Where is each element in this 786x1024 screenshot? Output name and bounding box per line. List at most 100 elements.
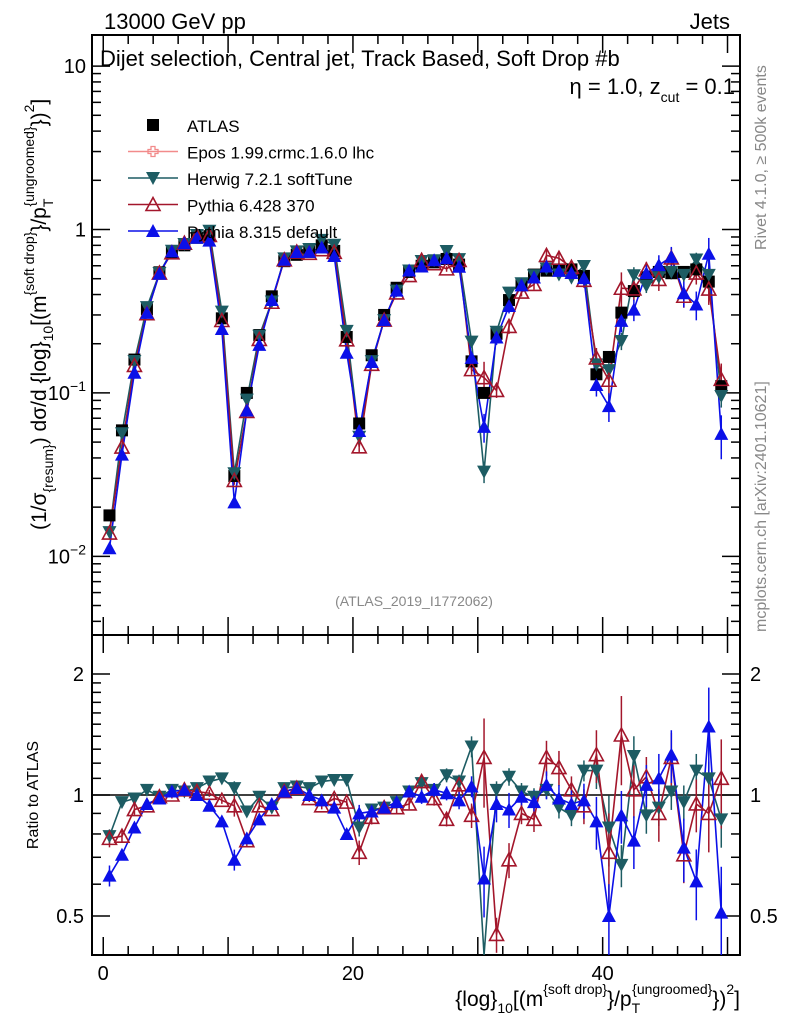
herwig-ratio-point xyxy=(352,821,367,835)
pythia-point xyxy=(225,471,243,488)
x-axis-label: {log}10[(m{soft drop}}/pT{ungroomed}})2] xyxy=(455,981,740,1016)
ratio-tick-label-left: 1 xyxy=(73,785,84,807)
herwig-point xyxy=(464,335,479,349)
herwig-ratio-point xyxy=(651,801,666,815)
pythia-ratio-point xyxy=(526,795,541,809)
pythia-point xyxy=(438,260,455,276)
pythia-point xyxy=(650,270,668,287)
pythia-point xyxy=(539,259,554,273)
pythia-ratio-point xyxy=(712,769,730,786)
pythia-ratio-point xyxy=(514,789,529,803)
herwig-ratio-point xyxy=(314,775,329,789)
pythia-point xyxy=(464,350,479,364)
pythia-point xyxy=(500,317,518,334)
pythia-point xyxy=(102,541,117,555)
ratio-y-axis-label: Ratio to ATLAS xyxy=(25,741,42,849)
pythia-ratio-point xyxy=(613,726,630,742)
pythia-point xyxy=(364,354,379,368)
pythia-ratio-point xyxy=(177,782,192,796)
pythia-point xyxy=(551,263,566,277)
ratio-panel-marks xyxy=(101,687,730,956)
watermark: (ATLAS_2019_I1772062) xyxy=(335,593,493,609)
pythia-point xyxy=(639,266,654,280)
legend-label: Herwig 7.2.1 softTune xyxy=(187,170,353,189)
pythia-ratio-point xyxy=(639,777,654,791)
herwig-point xyxy=(626,269,641,283)
pythia-ratio-line xyxy=(109,734,723,935)
pythia-point xyxy=(687,264,705,280)
plot-title-cuts: η = 1.0, zcut = 0.1 xyxy=(570,74,735,105)
pythia-point xyxy=(714,426,729,440)
pythia-point xyxy=(314,240,329,254)
herwig-ratio-point xyxy=(139,783,154,797)
pythia-ratio-point xyxy=(302,788,317,801)
pythia-point xyxy=(177,236,192,250)
header-energy: 13000 GeV pp xyxy=(104,9,246,34)
legend-label: ATLAS xyxy=(187,117,240,136)
pythia-ratio-point xyxy=(114,847,129,861)
pythia-ratio-point xyxy=(189,788,204,801)
pythia-point xyxy=(377,313,392,327)
x-tick-label: 40 xyxy=(592,963,614,985)
pythia-point xyxy=(164,244,179,258)
main-panel-marks xyxy=(101,224,730,555)
pythia-ratio-point xyxy=(252,812,267,826)
pythia-point xyxy=(427,253,442,267)
herwig-ratio-point xyxy=(227,782,242,796)
pythia-ratio-point xyxy=(113,827,131,843)
herwig-point xyxy=(127,354,142,368)
pythia-ratio-point xyxy=(152,791,167,805)
legend-marker-icon xyxy=(146,172,160,185)
herwig-point xyxy=(689,253,704,267)
legend-entry: Pythia 8.315 default xyxy=(128,223,338,242)
pythia-point xyxy=(588,349,605,365)
atlas-data-point xyxy=(103,509,116,522)
herwig-point xyxy=(639,279,654,293)
ratio-tick-label-right: 1 xyxy=(750,785,761,807)
atlas-data-point xyxy=(590,368,603,381)
ratio-tick-label-right: 2 xyxy=(750,664,761,686)
pythia-point xyxy=(700,280,718,296)
pythia-ratio-point xyxy=(400,795,418,811)
pythia-ratio-point xyxy=(126,800,143,817)
pythia-ratio-point xyxy=(327,800,342,814)
pythia-ratio-point xyxy=(427,782,442,796)
herwig-ratio-point xyxy=(589,764,604,778)
legend-entry: Epos 1.99.crmc.1.6.0 lhc xyxy=(128,144,375,163)
ratio-tick-label-left: 0.5 xyxy=(56,906,84,928)
pythia-ratio-point xyxy=(687,795,705,811)
pythia-point xyxy=(239,403,254,417)
pythia-ratio-point xyxy=(352,806,367,820)
pythia-ratio-point xyxy=(588,745,605,762)
herwig-ratio-point xyxy=(664,785,679,799)
ratio-tick-label-right: 0.5 xyxy=(750,906,778,928)
pythia-ratio-point xyxy=(377,800,392,814)
legend: ATLAS Epos 1.99.crmc.1.6.0 lhc Herwig 7.2.… xyxy=(128,117,375,242)
herwig-ratio-point xyxy=(114,796,129,810)
legend-label: Pythia 6.428 370 xyxy=(187,197,315,216)
pythia-ratio-point xyxy=(139,796,154,810)
pythia-ratio-point xyxy=(314,793,329,807)
legend-entry: ATLAS xyxy=(147,117,240,136)
legend-entry: Herwig 7.2.1 softTune xyxy=(128,170,353,189)
pythia-ratio-point xyxy=(563,781,580,797)
pythia-ratio-point xyxy=(463,806,480,823)
pythia-point xyxy=(339,345,354,359)
herwig-point xyxy=(651,271,666,285)
herwig-ratio-point xyxy=(339,773,354,787)
pythia-point xyxy=(625,280,643,296)
y-axis-label: (1/σ{resum}) dσ/d {log}10[(m{soft drop}}… xyxy=(21,99,56,530)
pythia-ratio-point xyxy=(350,843,368,860)
pythia-point xyxy=(139,305,154,319)
pythia-ratio-point xyxy=(213,791,231,808)
herwig-ratio-point xyxy=(102,830,117,844)
pythia-point xyxy=(114,447,129,461)
pythia-ratio-point xyxy=(277,784,292,798)
pythia-ratio-point xyxy=(450,776,468,792)
pythia-ratio-point xyxy=(264,796,279,810)
pythia-point xyxy=(327,249,342,263)
pythia-point xyxy=(277,252,292,266)
pythia-point xyxy=(689,297,704,311)
pythia-ratio-point xyxy=(701,719,716,733)
pythia-ratio-point xyxy=(250,797,268,813)
